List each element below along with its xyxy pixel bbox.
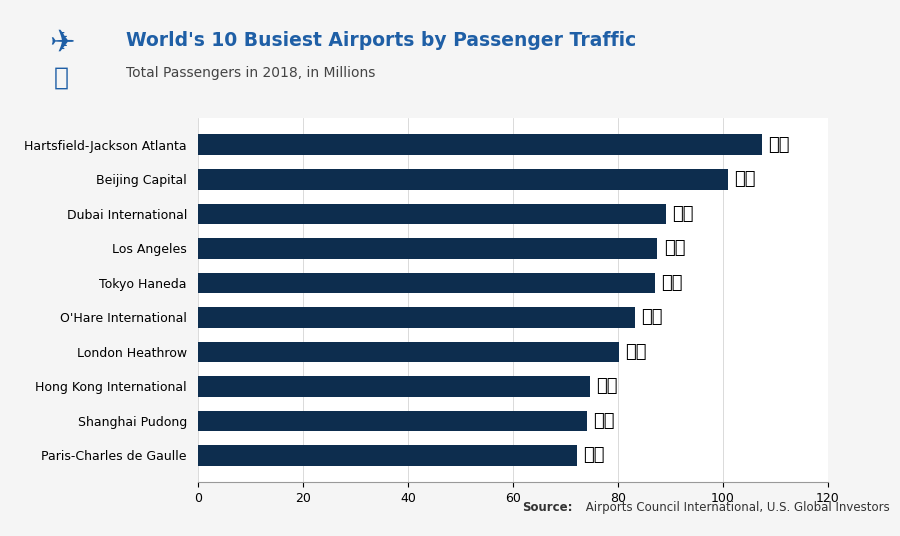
Text: Total Passengers in 2018, in Millions: Total Passengers in 2018, in Millions [126,65,375,80]
Text: 🇭🇰: 🇭🇰 [597,377,618,396]
Text: 🇺🇸: 🇺🇸 [768,136,789,154]
Text: 🇫🇷: 🇫🇷 [583,446,605,465]
Text: ✈: ✈ [49,29,75,58]
Text: 🇨🇳: 🇨🇳 [593,412,615,430]
Bar [198,135,761,155]
Text: 🇦🇪: 🇦🇪 [672,205,694,223]
Text: 🇺🇸: 🇺🇸 [641,308,662,326]
Text: 🇯🇵: 🇯🇵 [662,274,683,292]
Bar [198,341,618,362]
Text: 🏢: 🏢 [54,65,69,89]
Text: 🇨🇳: 🇨🇳 [734,170,755,188]
Bar [198,169,728,190]
Text: Airports Council International, U.S. Global Investors: Airports Council International, U.S. Glo… [582,501,890,513]
Bar [198,204,666,224]
Text: 🇺🇸: 🇺🇸 [663,240,685,257]
Bar [198,307,634,328]
Text: World's 10 Busiest Airports by Passenger Traffic: World's 10 Busiest Airports by Passenger… [126,31,636,50]
Text: 🇬🇧: 🇬🇧 [625,343,646,361]
Bar [198,445,577,466]
Bar [198,411,587,431]
Bar [198,376,590,397]
Bar [198,272,655,293]
Bar [198,238,657,259]
Text: Source:: Source: [522,501,572,513]
